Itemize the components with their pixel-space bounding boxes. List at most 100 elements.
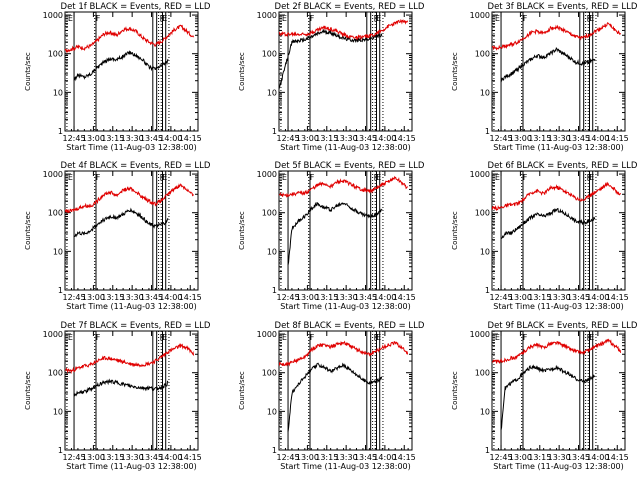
x-tick-label: 13:30	[335, 134, 358, 143]
x-tick-label: 12:45	[277, 134, 300, 143]
x-tick-label: 13:45	[567, 453, 590, 462]
x-tick-label: 13:15	[315, 134, 338, 143]
events-series-line	[73, 49, 169, 82]
flag-label: F	[310, 14, 315, 23]
x-tick-label: 14:00	[586, 134, 609, 143]
x-axis-label: Start Time (11-Aug-03 12:38:00)	[280, 143, 411, 152]
y-tick-label: 1	[58, 446, 63, 455]
flag-label: F	[523, 333, 528, 342]
flag-label: E	[495, 14, 500, 23]
x-tick-label: 13:45	[354, 453, 377, 462]
y-tick-label: 1	[58, 286, 63, 295]
x-tick-label: 14:15	[393, 453, 416, 462]
y-tick-label: 100	[48, 369, 63, 378]
x-tick-label: 13:00	[82, 453, 105, 462]
flag-label: E	[162, 333, 167, 342]
lld-series-line	[492, 181, 622, 211]
x-tick-label: 14:15	[606, 453, 629, 462]
x-axis-label: Start Time (11-Aug-03 12:38:00)	[280, 462, 411, 471]
x-tick-label: 12:45	[63, 453, 86, 462]
x-tick-label: 13:30	[121, 453, 144, 462]
plot-frame	[64, 330, 199, 451]
y-tick-label: 1000	[257, 11, 277, 20]
events-series-line	[287, 362, 383, 432]
y-tick-label: 1000	[257, 330, 277, 339]
x-tick-label: 14:00	[159, 453, 182, 462]
x-tick-label: 13:30	[548, 134, 571, 143]
flag-label: F	[96, 173, 101, 182]
x-tick-label: 13:00	[509, 453, 532, 462]
x-tick-label: 14:00	[586, 293, 609, 302]
y-axis-label: Counts/sec	[238, 52, 246, 91]
lld-series-line	[279, 18, 409, 41]
y-tick-label: 1000	[43, 11, 63, 20]
detector-panel-8: Det 8f BLACK = Events, RED = LLD 1 10 100 10…	[238, 321, 425, 471]
flag-label: E	[282, 173, 287, 182]
y-axis-label: Counts/sec	[24, 52, 32, 91]
lld-series-line	[65, 183, 195, 213]
x-tick-label: 13:30	[121, 293, 144, 302]
flag-label: E	[376, 14, 381, 23]
y-tick-label: 100	[262, 50, 277, 59]
x-tick-label: 14:00	[586, 453, 609, 462]
detector-panel-7: Det 7f BLACK = Events, RED = LLD 1 10 100 10…	[24, 321, 211, 471]
x-tick-label: 13:45	[140, 293, 163, 302]
panel-title: Det 7f BLACK = Events, RED = LLD	[61, 321, 211, 331]
flag-label: E	[282, 333, 287, 342]
x-axis-label: Start Time (11-Aug-03 12:38:00)	[66, 143, 197, 152]
y-axis-label: Counts/sec	[451, 371, 459, 410]
x-tick-label: 14:00	[373, 293, 396, 302]
events-series-line	[500, 364, 596, 431]
plot-frame	[278, 11, 413, 132]
flag-label: F	[523, 14, 528, 23]
y-axis-label: Counts/sec	[238, 371, 246, 410]
y-tick-label: 1	[485, 286, 490, 295]
flag-label: E	[589, 173, 594, 182]
x-tick-label: 13:15	[315, 293, 338, 302]
y-tick-label: 10	[480, 88, 490, 97]
y-axis-label: Counts/sec	[451, 52, 459, 91]
x-tick-label: 13:00	[296, 293, 319, 302]
x-tick-label: 13:00	[509, 134, 532, 143]
x-tick-label: 14:15	[393, 134, 416, 143]
panel-title: Det 9f BLACK = Events, RED = LLD	[488, 321, 638, 331]
panel-title: Det 8f BLACK = Events, RED = LLD	[275, 321, 425, 331]
y-tick-label: 10	[53, 247, 63, 256]
flag-label: F	[310, 173, 315, 182]
flag-label: E	[376, 333, 381, 342]
x-tick-label: 13:45	[567, 134, 590, 143]
y-tick-label: 1000	[43, 170, 63, 179]
x-tick-label: 13:45	[354, 293, 377, 302]
x-tick-label: 13:15	[528, 134, 551, 143]
x-tick-label: 12:45	[490, 453, 513, 462]
y-tick-label: 1000	[470, 330, 490, 339]
events-series-line	[279, 28, 383, 90]
flag-label: E	[376, 173, 381, 182]
y-tick-label: 100	[262, 369, 277, 378]
x-tick-label: 13:15	[101, 453, 124, 462]
y-tick-label: 100	[48, 50, 63, 59]
y-tick-label: 1	[485, 446, 490, 455]
x-tick-label: 13:30	[548, 453, 571, 462]
y-tick-label: 100	[262, 209, 277, 218]
y-tick-label: 1	[272, 446, 277, 455]
x-tick-label: 12:45	[490, 293, 513, 302]
y-tick-label: 1000	[470, 170, 490, 179]
lld-series-line	[65, 343, 195, 375]
flag-label: F	[523, 173, 528, 182]
y-tick-label: 1000	[257, 170, 277, 179]
plot-frame	[278, 170, 413, 291]
plot-frame	[491, 11, 626, 132]
x-tick-label: 13:30	[335, 293, 358, 302]
flag-label: E	[68, 14, 73, 23]
y-tick-label: 10	[480, 247, 490, 256]
x-axis-label: Start Time (11-Aug-03 12:38:00)	[493, 143, 624, 152]
flag-label: F	[310, 333, 315, 342]
y-tick-label: 10	[53, 407, 63, 416]
panel-title: Det 5f BLACK = Events, RED = LLD	[275, 161, 425, 171]
lld-series-line	[492, 22, 622, 51]
events-series-line	[73, 207, 169, 238]
y-axis-label: Counts/sec	[24, 211, 32, 250]
panel-title: Det 4f BLACK = Events, RED = LLD	[61, 161, 211, 171]
